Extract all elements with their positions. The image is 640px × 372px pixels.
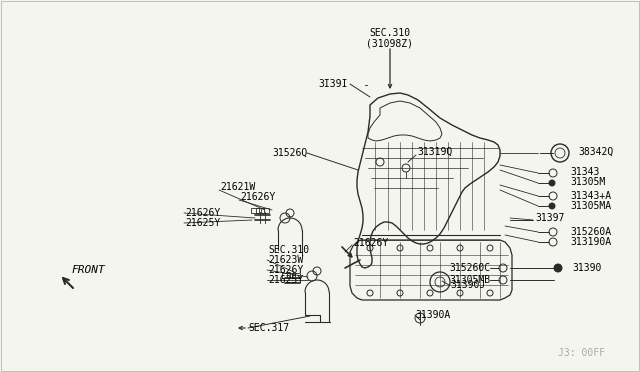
Text: 21626Y: 21626Y [268, 265, 303, 275]
Bar [287, 273, 295, 278]
Text: 31305MB: 31305MB [449, 275, 490, 285]
Text: (31098Z): (31098Z) [367, 38, 413, 48]
Bar [261, 208, 269, 213]
Bar [292, 273, 300, 278]
Text: 31390: 31390 [572, 263, 602, 273]
Text: 21626Y: 21626Y [185, 208, 220, 218]
Text: 313190A: 313190A [570, 237, 611, 247]
Text: 315260C: 315260C [449, 263, 490, 273]
Text: 21621W: 21621W [220, 182, 255, 192]
Text: 31397: 31397 [535, 213, 564, 223]
Text: SEC.310: SEC.310 [268, 245, 309, 255]
Text: 31319Q: 31319Q [417, 147, 452, 157]
Bar [251, 208, 259, 213]
Text: 21625Y: 21625Y [268, 275, 303, 285]
Circle shape [554, 264, 562, 272]
Text: 31390J: 31390J [450, 280, 485, 290]
Text: 31305MA: 31305MA [570, 201, 611, 211]
Text: 21623W: 21623W [268, 255, 303, 265]
Text: 21626Y: 21626Y [353, 238, 388, 248]
Text: FRONT: FRONT [71, 265, 105, 275]
Text: 31390A: 31390A [415, 310, 451, 320]
Text: 3I39I: 3I39I [319, 79, 348, 89]
Text: 31305M: 31305M [570, 177, 605, 187]
Text: J3: 00FF: J3: 00FF [558, 348, 605, 358]
Bar [282, 273, 290, 278]
Bar [256, 208, 264, 213]
Text: SEC.317: SEC.317 [248, 323, 289, 333]
Text: 31343: 31343 [570, 167, 600, 177]
Text: SEC.310: SEC.310 [369, 28, 411, 38]
Circle shape [549, 203, 555, 209]
Text: 315260A: 315260A [570, 227, 611, 237]
Circle shape [549, 180, 555, 186]
Text: 31343+A: 31343+A [570, 191, 611, 201]
Text: 21625Y: 21625Y [185, 218, 220, 228]
Text: 38342Q: 38342Q [578, 147, 613, 157]
Text: 31526Q: 31526Q [273, 148, 308, 158]
Text: 21626Y: 21626Y [240, 192, 275, 202]
